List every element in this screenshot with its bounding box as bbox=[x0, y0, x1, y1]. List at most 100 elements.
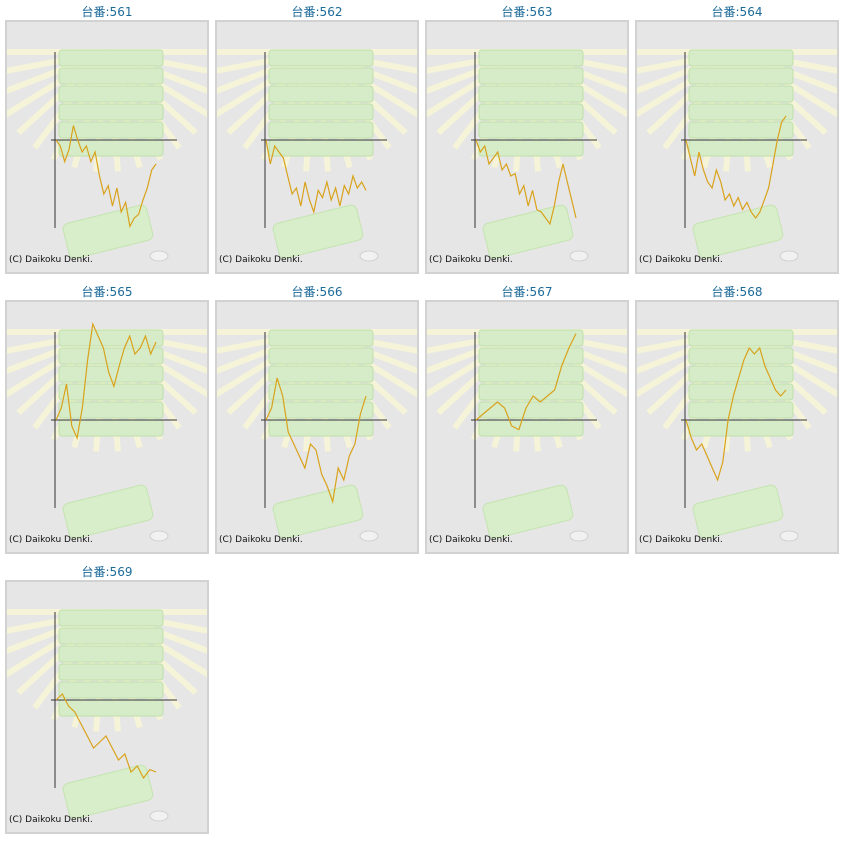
chart-frame: (C) Daikoku Denki. bbox=[635, 300, 839, 554]
tray-layer bbox=[688, 49, 794, 67]
copyright-text: (C) Daikoku Denki. bbox=[639, 255, 723, 265]
coin-icon bbox=[569, 530, 589, 542]
bottom-tray bbox=[482, 204, 574, 259]
tray-layer bbox=[58, 49, 164, 67]
tray-layer bbox=[268, 139, 374, 157]
copyright-text: (C) Daikoku Denki. bbox=[9, 535, 93, 545]
tray-layer bbox=[688, 103, 794, 121]
bottom-tray bbox=[692, 484, 784, 539]
background-artwork bbox=[7, 49, 207, 262]
series-line bbox=[475, 139, 577, 226]
coin-icon bbox=[569, 250, 589, 262]
chart-svg bbox=[7, 49, 207, 262]
tray-layer bbox=[58, 139, 164, 157]
tray-layer bbox=[478, 85, 584, 103]
chart-frame: (C) Daikoku Denki. bbox=[215, 20, 419, 274]
series-line bbox=[475, 333, 577, 431]
background-artwork bbox=[637, 49, 837, 262]
tray-layer bbox=[478, 139, 584, 157]
series-line bbox=[55, 693, 157, 780]
chart-title[interactable]: 台番:563 bbox=[501, 5, 553, 19]
bottom-tray bbox=[62, 204, 154, 259]
tray-layer bbox=[268, 401, 374, 419]
bottom-tray bbox=[692, 204, 784, 259]
chart-title[interactable]: 台番:564 bbox=[711, 5, 763, 19]
chart-title[interactable]: 台番:569 bbox=[81, 565, 133, 579]
chart-title[interactable]: 台番:565 bbox=[81, 285, 133, 299]
tray-layer bbox=[688, 121, 794, 139]
background-artwork bbox=[7, 609, 207, 822]
tray-layer bbox=[58, 699, 164, 717]
tray-layer bbox=[268, 383, 374, 401]
tray-layer bbox=[478, 121, 584, 139]
coin-icon bbox=[149, 810, 169, 822]
copyright-text: (C) Daikoku Denki. bbox=[9, 815, 93, 825]
tray-layer bbox=[268, 67, 374, 85]
tray-layer bbox=[688, 383, 794, 401]
coin-icon bbox=[779, 530, 799, 542]
series-line bbox=[685, 346, 787, 482]
copyright-text: (C) Daikoku Denki. bbox=[219, 255, 303, 265]
copyright-text: (C) Daikoku Denki. bbox=[429, 255, 513, 265]
tray-layer bbox=[478, 67, 584, 85]
chart-svg bbox=[7, 321, 207, 542]
tray-layer bbox=[268, 49, 374, 67]
tray-layer bbox=[268, 329, 374, 347]
chart-frame: (C) Daikoku Denki. bbox=[425, 20, 629, 274]
tray-layer bbox=[58, 681, 164, 699]
background-artwork bbox=[217, 49, 417, 262]
chart-frame: (C) Daikoku Denki. bbox=[215, 300, 419, 554]
background-artwork bbox=[427, 329, 627, 542]
tray-layer bbox=[478, 347, 584, 365]
tray-layer bbox=[478, 103, 584, 121]
coin-icon bbox=[779, 250, 799, 262]
coin-icon bbox=[149, 530, 169, 542]
chart-panel: 台番:561 (C) Daikoku Denki. bbox=[5, 0, 209, 274]
coin-icon bbox=[359, 530, 379, 542]
series-line bbox=[685, 115, 787, 220]
bottom-tray bbox=[62, 484, 154, 539]
chart-title[interactable]: 台番:568 bbox=[711, 285, 763, 299]
tray-layer bbox=[58, 347, 164, 365]
chart-panel: 台番:566 (C) Daikoku Denki. bbox=[215, 280, 419, 554]
tray-layer bbox=[268, 85, 374, 103]
series-line bbox=[265, 139, 367, 215]
tray-layer bbox=[478, 383, 584, 401]
tray-layer bbox=[688, 347, 794, 365]
coin-icon bbox=[149, 250, 169, 262]
copyright-text: (C) Daikoku Denki. bbox=[639, 535, 723, 545]
chart-frame: (C) Daikoku Denki. bbox=[425, 300, 629, 554]
background-artwork bbox=[637, 329, 837, 542]
copyright-text: (C) Daikoku Denki. bbox=[9, 255, 93, 265]
tray-layer bbox=[478, 329, 584, 347]
chart-panel: 台番:565 (C) Daikoku Denki. bbox=[5, 280, 209, 554]
chart-title[interactable]: 台番:562 bbox=[291, 5, 343, 19]
chart-frame: (C) Daikoku Denki. bbox=[5, 300, 209, 554]
series-line bbox=[55, 125, 157, 229]
tray-layer bbox=[58, 67, 164, 85]
tray-layer bbox=[58, 383, 164, 401]
tray-layer bbox=[478, 49, 584, 67]
tray-layer bbox=[58, 663, 164, 681]
chart-title[interactable]: 台番:561 bbox=[81, 5, 133, 19]
chart-panel: 台番:569 (C) Daikoku Denki. bbox=[5, 560, 209, 834]
bottom-tray bbox=[272, 484, 364, 539]
chart-frame: (C) Daikoku Denki. bbox=[5, 20, 209, 274]
background-artwork bbox=[427, 49, 627, 262]
tray-layer bbox=[268, 121, 374, 139]
chart-frame: (C) Daikoku Denki. bbox=[5, 580, 209, 834]
chart-panel: 台番:564 (C) Daikoku Denki. bbox=[635, 0, 839, 274]
tray-layer bbox=[58, 401, 164, 419]
tray-layer bbox=[58, 329, 164, 347]
tray-layer bbox=[58, 365, 164, 383]
tray-layer bbox=[58, 85, 164, 103]
chart-svg bbox=[217, 49, 417, 262]
chart-title[interactable]: 台番:567 bbox=[501, 285, 553, 299]
tray-layer bbox=[688, 329, 794, 347]
tray-layer bbox=[58, 609, 164, 627]
tray-layer bbox=[688, 419, 794, 437]
chart-title[interactable]: 台番:566 bbox=[291, 285, 343, 299]
chart-panel: 台番:567 (C) Daikoku Denki. bbox=[425, 280, 629, 554]
tray-layer bbox=[688, 67, 794, 85]
bottom-tray bbox=[62, 764, 154, 819]
